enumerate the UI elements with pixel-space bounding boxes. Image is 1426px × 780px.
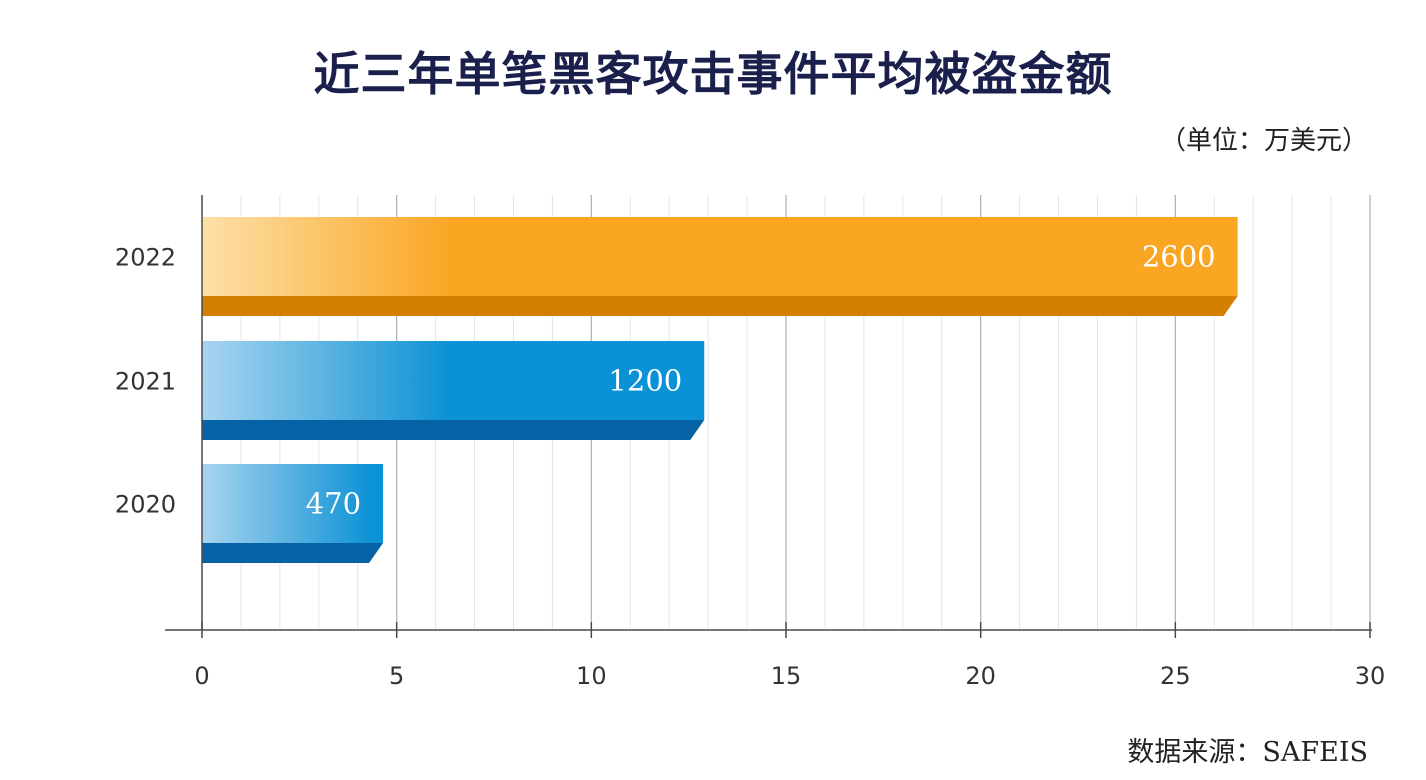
source-note: 数据来源：SAFEIS — [1127, 737, 1368, 768]
data-label-2020: 470 — [306, 487, 361, 521]
x-tick-label: 25 — [1160, 662, 1191, 690]
bar-chart: 2600 2022 1200 2021 470 2020 0 5 10 15 20 25 30 — [115, 195, 1385, 691]
bar-side-2022 — [202, 296, 1238, 316]
x-tick-label: 15 — [771, 662, 802, 690]
bars — [202, 217, 1238, 563]
bar-2022 — [202, 217, 1238, 296]
bar-2021 — [202, 341, 705, 420]
data-label-2021: 1200 — [608, 364, 682, 398]
x-tick-label: 10 — [576, 662, 607, 690]
x-tick-label: 0 — [194, 662, 209, 690]
bar-side-2021 — [202, 420, 705, 440]
bar-2020 — [202, 464, 384, 543]
x-tick-label: 20 — [965, 662, 996, 690]
unit-note: （单位：万美元） — [1159, 126, 1368, 156]
x-tick-label: 30 — [1355, 662, 1386, 690]
labels: 2600 2022 1200 2021 470 2020 0 5 10 15 20 25 30 — [115, 240, 1385, 691]
chart-title: 近三年单笔黑客攻击事件平均被盗金额 — [313, 47, 1113, 101]
category-label-2022: 2022 — [115, 244, 176, 272]
data-label-2022: 2600 — [1142, 240, 1216, 274]
category-label-2020: 2020 — [115, 491, 176, 519]
bar-side-2020 — [202, 543, 384, 563]
axes — [165, 195, 1372, 638]
x-tick-label: 5 — [389, 662, 404, 690]
category-label-2021: 2021 — [115, 368, 176, 396]
